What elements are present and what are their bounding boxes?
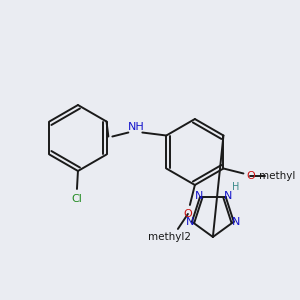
Text: methyl: methyl	[259, 172, 296, 182]
Text: NH: NH	[128, 122, 145, 131]
Text: methyl2: methyl2	[148, 232, 191, 242]
Text: N: N	[195, 191, 203, 201]
Text: N: N	[186, 217, 194, 227]
Text: O: O	[184, 209, 192, 219]
Text: N: N	[224, 191, 232, 201]
Text: H: H	[232, 182, 239, 192]
Text: Cl: Cl	[71, 194, 82, 204]
Text: N: N	[232, 217, 240, 227]
Text: O: O	[246, 172, 255, 182]
